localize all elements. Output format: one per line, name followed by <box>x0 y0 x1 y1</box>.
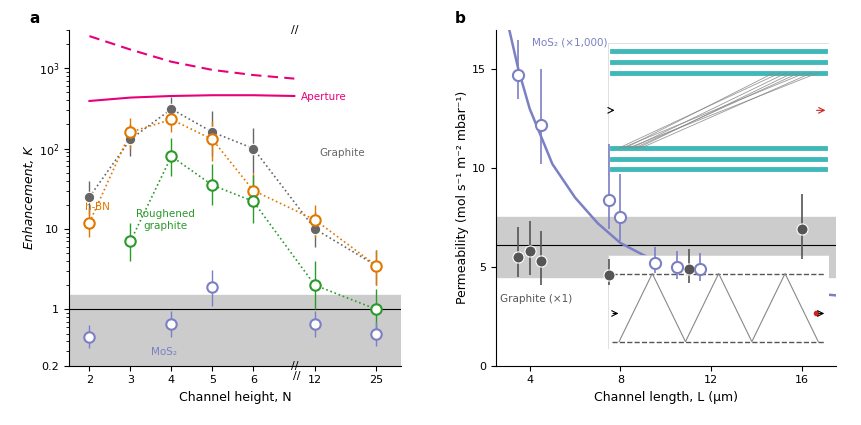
Bar <box>495 217 835 277</box>
Text: //: // <box>290 360 298 371</box>
X-axis label: Channel height, N: Channel height, N <box>178 391 291 404</box>
X-axis label: Channel length, L (μm): Channel length, L (μm) <box>593 391 737 404</box>
Text: //: // <box>292 371 300 381</box>
Y-axis label: Enhancement, K: Enhancement, K <box>23 146 36 249</box>
Text: b: b <box>455 11 465 26</box>
Text: Graphite (×1): Graphite (×1) <box>499 294 572 304</box>
Bar <box>69 295 400 366</box>
Text: MoS₂ (×1,000): MoS₂ (×1,000) <box>531 37 607 48</box>
Text: MoS₂: MoS₂ <box>151 347 177 357</box>
Text: h-BN: h-BN <box>85 202 110 212</box>
Y-axis label: Permeability (mol s⁻¹ m⁻² mbar⁻¹): Permeability (mol s⁻¹ m⁻² mbar⁻¹) <box>455 91 468 304</box>
Text: Roughened
graphite: Roughened graphite <box>136 209 195 231</box>
Text: Aperture: Aperture <box>300 92 346 102</box>
Text: Graphite: Graphite <box>319 148 364 158</box>
Text: a: a <box>29 11 40 26</box>
Text: //: // <box>290 25 298 35</box>
